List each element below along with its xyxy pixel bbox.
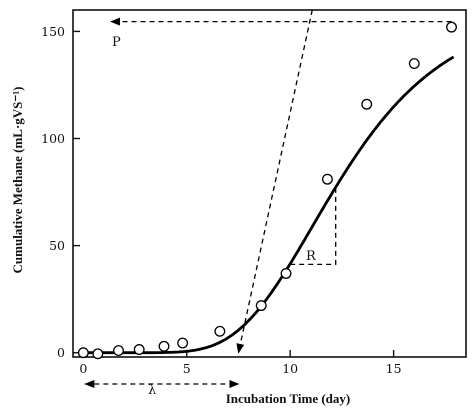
plot-frame: [72, 9, 467, 358]
data-point: [321, 173, 333, 185]
data-point: [214, 325, 226, 337]
annotation-r-label: R: [306, 249, 317, 264]
axis-ticks: [73, 30, 395, 357]
annotation-p-label: P: [112, 35, 121, 50]
data-point: [133, 344, 145, 355]
data-point: [280, 268, 292, 279]
rate-tangent-line: [236, 9, 313, 354]
data-point: [177, 337, 189, 349]
data-point: [158, 340, 170, 352]
data-point: [113, 345, 124, 357]
data-point: [361, 98, 373, 110]
y-axis-label: Cumulative Methane (mL·gVS⁻¹): [10, 87, 25, 274]
data-point: [92, 348, 104, 360]
x-axis-label: Incubation Time (day): [226, 391, 351, 406]
y-tick-label: 0: [57, 345, 65, 360]
data-point: [408, 58, 420, 69]
annotation-guides: [84, 9, 452, 388]
data-point: [446, 21, 457, 33]
observed-data-points: [77, 21, 457, 360]
x-tick-label: 15: [386, 361, 402, 376]
data-point: [255, 300, 267, 312]
fitted-gompertz-curve: [83, 55, 455, 355]
x-tick-label: 0: [79, 361, 87, 376]
y-tick-label: 100: [41, 131, 65, 146]
y-tick-label: 150: [41, 24, 65, 39]
annotation-lambda-label: λ: [148, 383, 156, 398]
x-tick-label: 5: [183, 361, 191, 376]
x-tick-label: 10: [282, 361, 298, 376]
rate-triangle: [290, 186, 337, 266]
data-point: [77, 347, 89, 359]
y-tick-label: 50: [49, 238, 65, 253]
